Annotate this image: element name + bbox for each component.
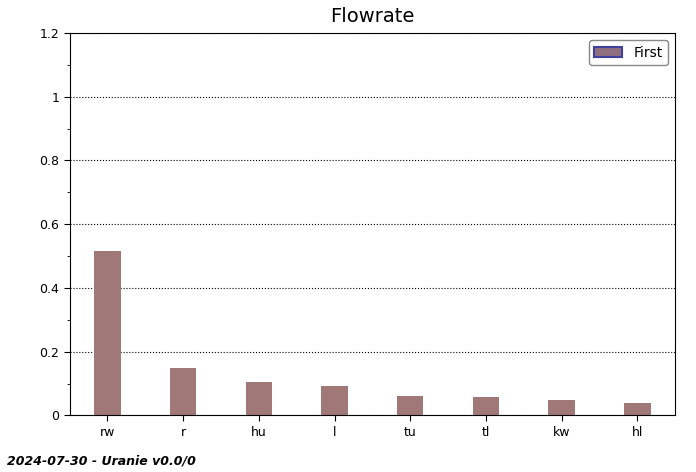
Legend: First: First [589,40,668,65]
Bar [548,400,575,415]
Bar [170,368,196,415]
Bar [246,382,272,415]
Bar [397,396,423,415]
Bar [473,397,499,415]
Bar [322,386,348,415]
Bar [624,403,651,415]
Bar [94,251,120,415]
Title: Flowrate: Flowrate [330,7,415,26]
Text: 2024-07-30 - Uranie v0.0/0: 2024-07-30 - Uranie v0.0/0 [7,454,196,467]
